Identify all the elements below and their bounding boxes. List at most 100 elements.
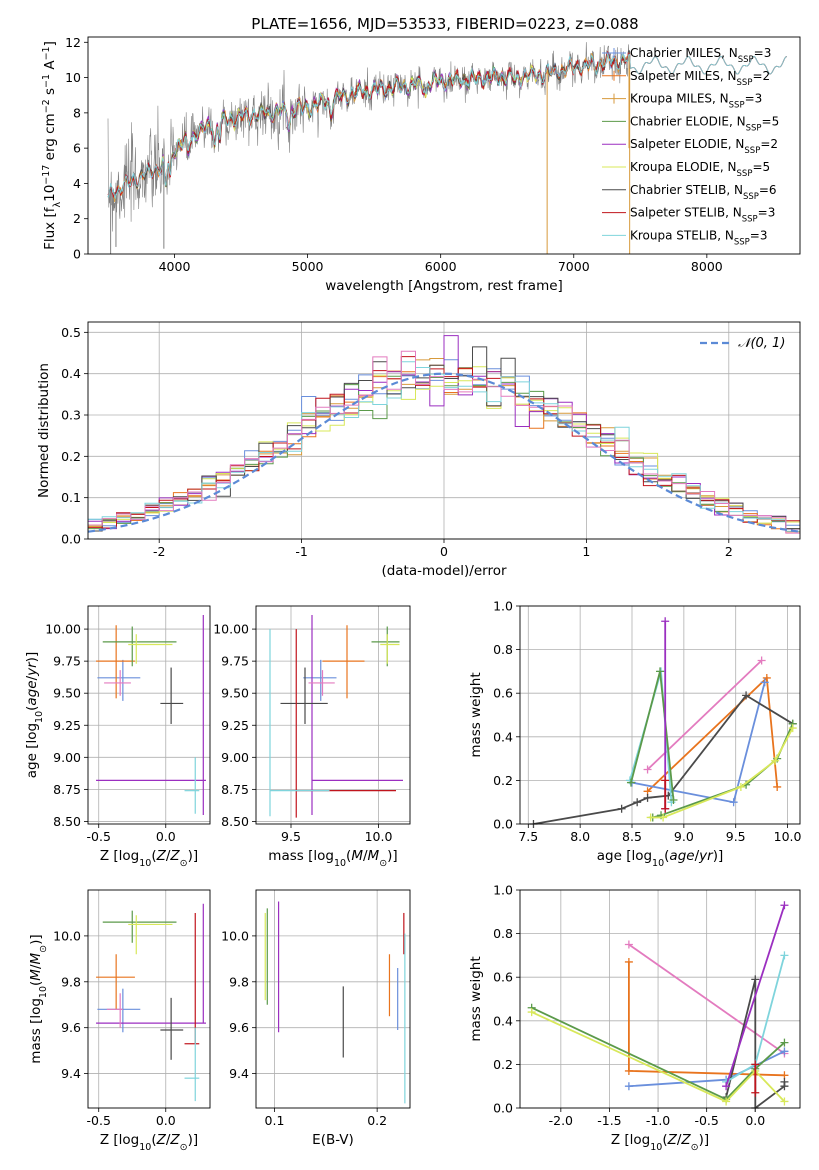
x-tick-label: 9.5 [726,829,746,844]
legend-entry: Kroupa MILES, NSSP=3 [630,92,762,111]
x-tick-label: -1 [295,544,307,559]
y-tick-label: 0.0 [493,1101,513,1116]
label-part: Z [156,848,167,864]
label-part: −17 [41,165,52,185]
x-axis-label: Z [log10(Z/Z⊙)] [100,848,198,869]
legend-text: Chabrier ELODIE, N [630,114,746,128]
weight-marker [659,813,668,822]
label-part: 10 [652,858,664,869]
label-part: λ [52,202,63,208]
y-tick-label: 0.6 [493,686,513,701]
y-tick-label: 0 [73,247,81,262]
label-part: / [28,964,44,969]
legend-entry: 𝒩(0, 1) [738,336,785,351]
label-part: / [695,848,700,864]
axes-frame [255,605,411,825]
y-axis-label: mass weight [468,672,484,757]
panel-age_vs_mass: 9.5 10.0 8.50 8.75 9.00 9.25 9.50 9.75 10.00 mass… [213,605,411,869]
legend-sub: SSP [737,169,753,179]
label-part: ( [664,848,669,864]
weight-marker [617,804,626,813]
x-tick-label: 8.0 [570,829,590,844]
legend-tail: =3 [750,228,768,242]
label-part: )] [387,848,398,864]
axes-frame [87,36,801,255]
y-tick-label: 9.00 [221,750,249,765]
label-part: ( [151,848,156,864]
y-tick-label: 4 [73,176,81,191]
label-part: Normed distribution [36,363,52,498]
label-part: ⊙ [691,1142,699,1153]
label-part: / [166,1132,171,1148]
label-part: age [24,680,40,705]
panel-mass_vs_ebv: 0.1 0.2 9.4 9.6 9.8 10.0 E(B-V) [221,889,411,1148]
y-tick-label: 9.6 [229,1020,249,1035]
panel-weight_vs_age: 7.5 8.0 8.5 9.0 9.5 10.0 0.0 0.2 0.4 0.6 0.8 1.0 age… [468,599,802,869]
y-tick-label: 6 [73,141,81,156]
x-tick-label: -1.5 [597,1113,621,1128]
weight-marker [624,1082,633,1091]
legend-tail: =6 [759,183,777,197]
y-tick-label: 9.8 [61,974,81,989]
panel-residuals: -2 -1 0 1 2 0.0 0.1 0.2 0.3 0.4 0.5 (data-model)/er… [36,321,801,579]
x-tick-label: -0.5 [87,1113,111,1128]
y-axis-label: Flux [fλ10−17 erg cm−2 s−1 A−1] [41,41,63,250]
x-tick-label: 6000 [425,259,457,274]
weight-marker [780,951,789,960]
x-axis-label: Z [log10(Z/Z⊙)] [611,1132,709,1153]
label-part: ( [28,981,44,986]
legend-tail: =3 [758,206,776,220]
axes-frame [87,889,211,1109]
x-tick-label: 2 [725,544,733,559]
x-tick-label: 10.0 [774,829,802,844]
legend-entry: Chabrier MILES, NSSP=3 [630,46,771,65]
label-part: Z [log [100,848,139,864]
legend-entry: Salpeter ELODIE, NSSP=2 [630,137,778,156]
y-axis-label: age [log10(age/yr)] [24,652,45,778]
weight-marker [780,1097,789,1106]
legend-text: Salpeter ELODIE, N [630,137,744,151]
legend-sub: SSP [729,101,745,111]
label-part: age [log [597,848,652,864]
legend-text: Salpeter MILES, N [630,69,737,83]
weight-marker [722,1082,731,1091]
y-tick-label: 2 [73,211,81,226]
weight-marker [527,1008,536,1017]
y-tick-label: 9.50 [53,686,81,701]
y-tick-label: 8.75 [53,782,81,797]
label-part: (data-model)/error [381,563,507,579]
x-tick-label: -1.0 [646,1113,670,1128]
panel-spectrum: 4000 5000 6000 7000 8000 0 2 4 6 8 10 12 wavelength … [41,35,801,294]
weight-marker [646,813,655,822]
weight-marker [661,617,670,626]
y-tick-label: 0.2 [493,1057,513,1072]
weight-marker [729,798,738,807]
x-tick-label: -0.5 [87,829,111,844]
label-part: age [669,848,694,864]
y-tick-label: 12 [65,35,81,50]
legend-tail: =3 [745,92,763,106]
y-tick-label: 0.6 [493,970,513,985]
x-tick-label: 9.5 [281,829,301,844]
y-tick-label: 0.8 [493,926,513,941]
legend-text: Kroupa STELIB, N [630,228,734,242]
label-part: 10 [42,185,58,202]
x-tick-label: -2 [153,544,165,559]
x-tick-label: 10.0 [365,829,393,844]
label-part: −2 [41,99,52,113]
y-tick-label: 8.50 [221,814,249,829]
weight-marker [643,765,652,774]
weight-marker [751,1060,760,1069]
label-part: M [351,848,363,864]
x-axis-label: age [log10(age/yr)] [597,848,723,869]
x-tick-label: 9.0 [674,829,694,844]
legend-sub: SSP [744,146,760,156]
y-tick-label: 0.0 [493,817,513,832]
y-axis-label: mass [log10(M/M⊙)] [28,934,49,1063]
label-part: )] [28,934,44,945]
axes-frame [87,321,801,540]
x-axis-label: Z [log10(Z/Z⊙)] [100,1132,198,1153]
legend-entry: Kroupa STELIB, NSSP=3 [630,228,768,247]
weight-marker [624,1066,633,1075]
